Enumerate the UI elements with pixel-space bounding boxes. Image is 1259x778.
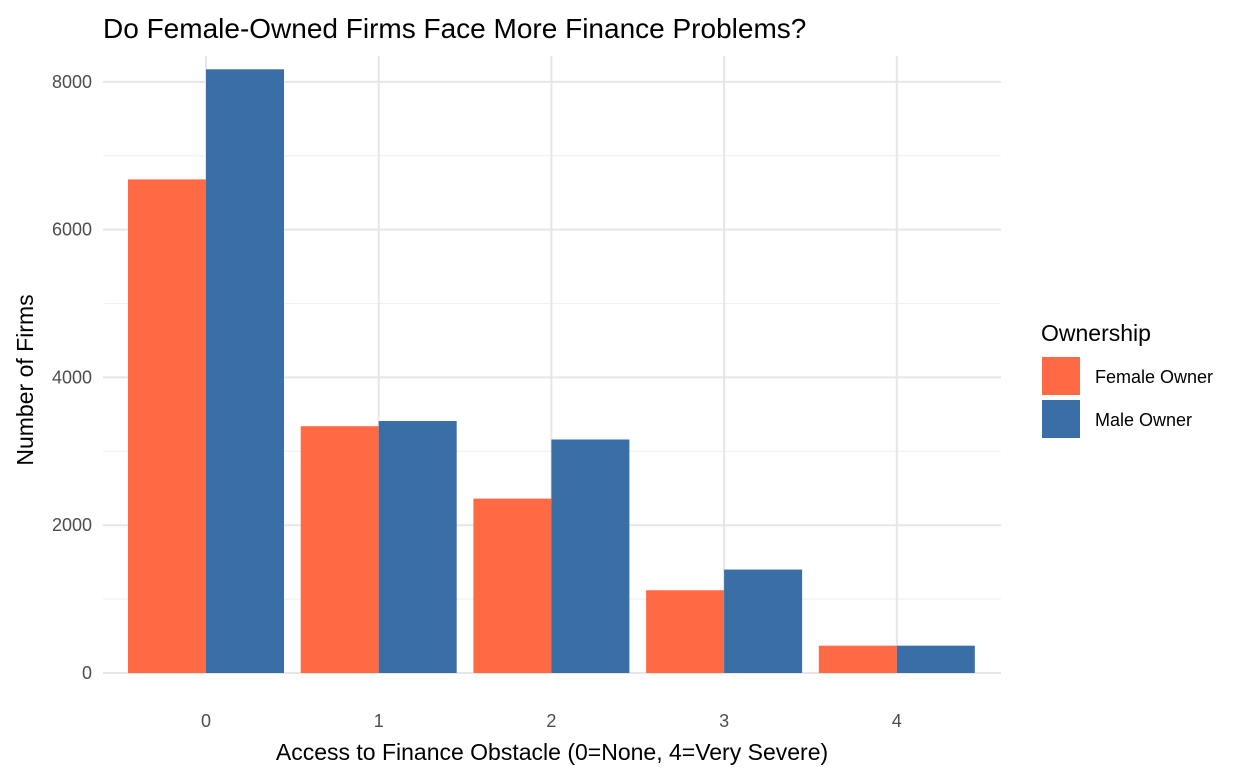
y-tick-label: 2000 (52, 515, 92, 535)
x-axis-title: Access to Finance Obstacle (0=None, 4=Ve… (276, 739, 828, 765)
x-axis-tick-labels: 0 1 2 3 4 (201, 711, 902, 731)
x-tick-label: 0 (201, 711, 211, 731)
legend: Ownership Female Owner Male Owner (1041, 320, 1213, 438)
x-tick-label: 1 (374, 711, 384, 731)
legend-title: Ownership (1041, 320, 1151, 346)
x-tick-label: 2 (546, 711, 556, 731)
bar-male-4 (896, 645, 975, 673)
bar-male-3 (724, 569, 803, 673)
bar-female-2 (473, 498, 552, 673)
x-tick-label: 4 (892, 711, 902, 731)
bar-female-3 (646, 590, 725, 673)
bar-male-0 (206, 69, 284, 673)
legend-label: Female Owner (1095, 367, 1213, 387)
bar-male-1 (378, 421, 457, 673)
legend-label: Male Owner (1095, 410, 1192, 430)
bar-female-4 (818, 645, 897, 673)
bar-female-1 (300, 426, 379, 673)
y-axis-tick-labels: 0 2000 4000 6000 8000 (52, 72, 92, 683)
y-tick-label: 8000 (52, 72, 92, 92)
y-axis-title: Number of Firms (12, 294, 38, 465)
bar-female-0 (128, 179, 206, 673)
y-tick-label: 4000 (52, 367, 92, 387)
chart-title: Do Female-Owned Firms Face More Finance … (103, 13, 806, 44)
bars (128, 69, 975, 673)
bar-male-2 (551, 439, 630, 673)
y-tick-label: 0 (82, 663, 92, 683)
y-tick-label: 6000 (52, 220, 92, 240)
legend-swatch (1042, 400, 1080, 438)
legend-swatch (1042, 357, 1080, 395)
x-tick-label: 3 (719, 711, 729, 731)
